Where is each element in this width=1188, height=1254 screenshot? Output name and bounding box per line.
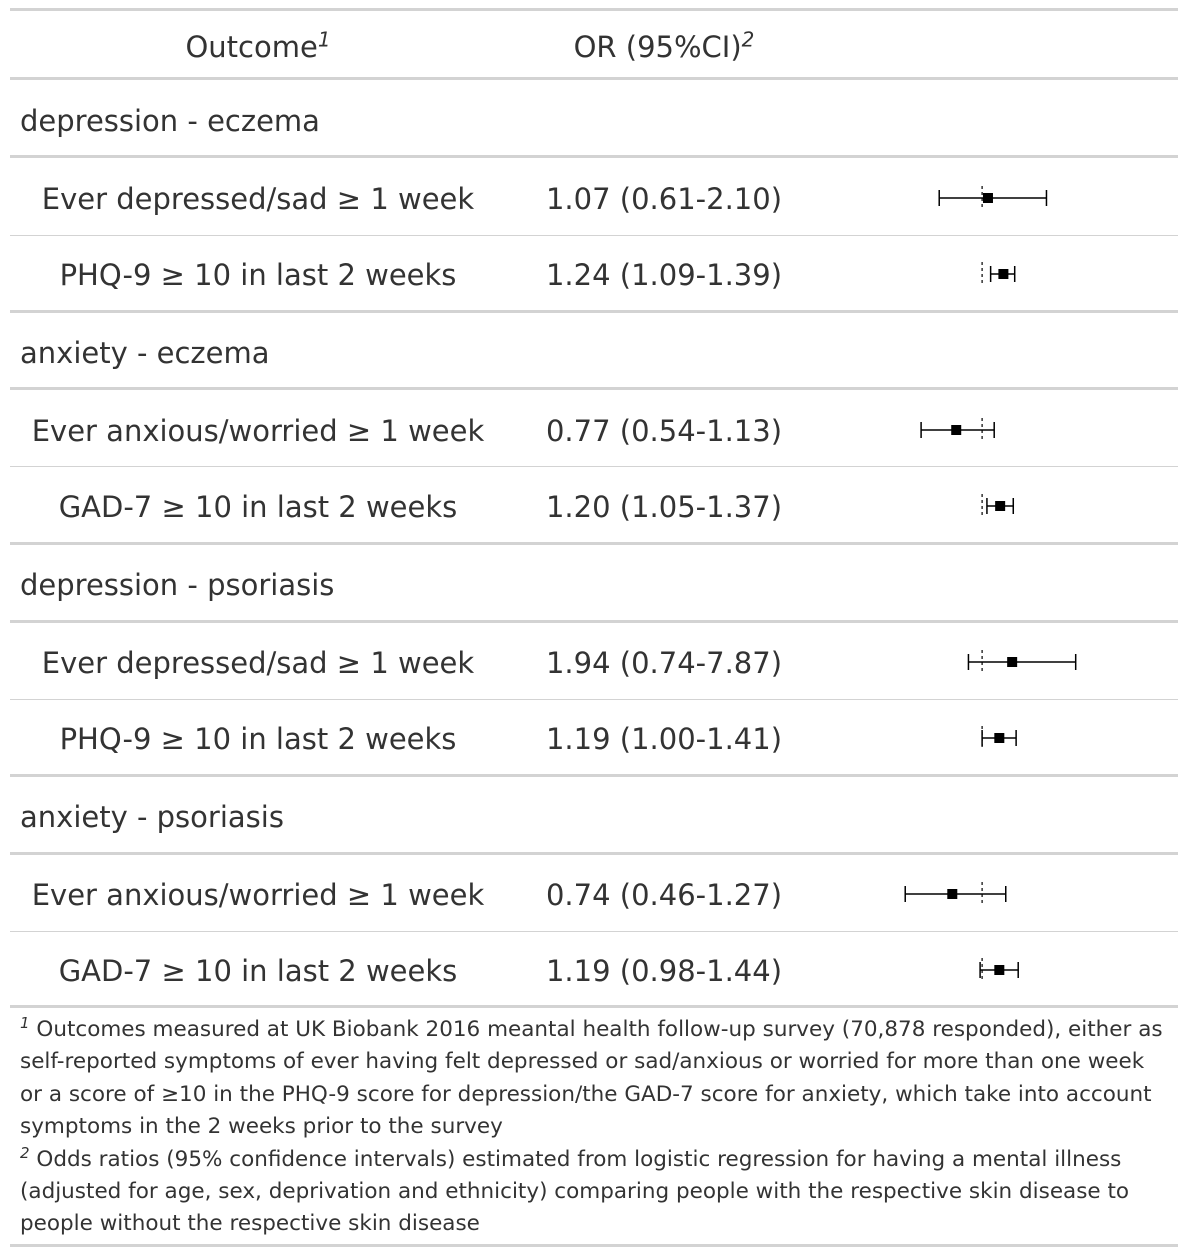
footnote-marker: 1: [20, 1013, 30, 1032]
column-header-or: OR (95%CI)2: [506, 27, 822, 67]
footnote-text: Odds ratios (95% confidence intervals) e…: [20, 1146, 1130, 1237]
row-outcome: Ever anxious/worried ≥ 1 week: [31, 414, 485, 448]
row-or-value: 1.19 (0.98-1.44): [545, 954, 783, 988]
group-rule: [10, 542, 1178, 545]
row-outcome: Ever depressed/sad ≥ 1 week: [41, 182, 475, 216]
row-outcome: GAD-7 ≥ 10 in last 2 weeks: [58, 490, 458, 524]
row-or-value: 0.74 (0.46-1.27): [545, 878, 783, 912]
header-or-label: OR (95%CI): [573, 30, 742, 64]
forest-row: [981, 262, 1016, 286]
group-label: depression - eczema: [20, 104, 320, 138]
group-rule: [10, 620, 1178, 623]
row-rule: [10, 699, 1178, 700]
footnote-rule: [10, 1005, 1178, 1008]
row-outcome: Ever depressed/sad ≥ 1 week: [41, 646, 475, 680]
point-estimate: [982, 193, 993, 203]
header-outcome-label: Outcome: [185, 30, 318, 64]
forest-row: [967, 650, 1077, 674]
group-label: anxiety - psoriasis: [20, 800, 284, 834]
forest-row: [938, 186, 1048, 210]
point-estimate: [951, 425, 962, 435]
row-outcome: PHQ-9 ≥ 10 in last 2 weeks: [59, 258, 457, 292]
header-rule: [10, 77, 1178, 80]
group-rule: [10, 310, 1178, 313]
forest-row: [979, 958, 1019, 982]
forest-row: [981, 726, 1017, 750]
forest-plot: [904, 186, 1077, 982]
row-outcome: Ever anxious/worried ≥ 1 week: [31, 878, 485, 912]
group-rule: [10, 852, 1178, 855]
row-rule: [10, 931, 1178, 932]
row-or-value: 1.07 (0.61-2.10): [545, 182, 783, 216]
group-rule: [10, 387, 1178, 390]
bottom-rule: [10, 1244, 1178, 1247]
footnote-1: 1 Outcomes measured at UK Biobank 2016 m…: [20, 1014, 1170, 1144]
forest-plot-table: Outcome1 OR (95%CI)2 depression - eczema…: [10, 0, 1178, 1254]
group-label: anxiety - eczema: [20, 336, 270, 370]
column-header-outcome: Outcome1: [10, 27, 506, 67]
top-rule: [10, 8, 1178, 11]
row-outcome: GAD-7 ≥ 10 in last 2 weeks: [58, 954, 458, 988]
row-rule: [10, 235, 1178, 236]
point-estimate: [1007, 657, 1018, 667]
point-estimate: [947, 889, 958, 899]
row-or-value: 1.94 (0.74-7.87): [545, 646, 783, 680]
forest-row: [920, 418, 995, 442]
row-or-value: 1.24 (1.09-1.39): [545, 258, 783, 292]
point-estimate: [998, 269, 1009, 279]
row-rule: [10, 466, 1178, 467]
footnotes: 1 Outcomes measured at UK Biobank 2016 m…: [20, 1014, 1170, 1241]
footnote-marker: 2: [20, 1143, 30, 1162]
row-or-value: 0.77 (0.54-1.13): [545, 414, 783, 448]
footnote-2: 2 Odds ratios (95% confidence intervals)…: [20, 1144, 1170, 1241]
footnote-text: Outcomes measured at UK Biobank 2016 mea…: [20, 1017, 1163, 1140]
group-rule: [10, 774, 1178, 777]
forest-row: [904, 882, 1007, 906]
footnote-marker: 1: [317, 27, 331, 52]
group-label: depression - psoriasis: [20, 568, 335, 602]
row-or-value: 1.19 (1.00-1.41): [545, 722, 783, 756]
row-or-value: 1.20 (1.05-1.37): [545, 490, 783, 524]
group-rule: [10, 155, 1178, 158]
point-estimate: [995, 501, 1006, 511]
footnote-marker: 2: [741, 27, 755, 52]
forest-row: [981, 494, 1015, 518]
point-estimate: [994, 965, 1005, 975]
point-estimate: [994, 733, 1005, 743]
row-outcome: PHQ-9 ≥ 10 in last 2 weeks: [59, 722, 457, 756]
